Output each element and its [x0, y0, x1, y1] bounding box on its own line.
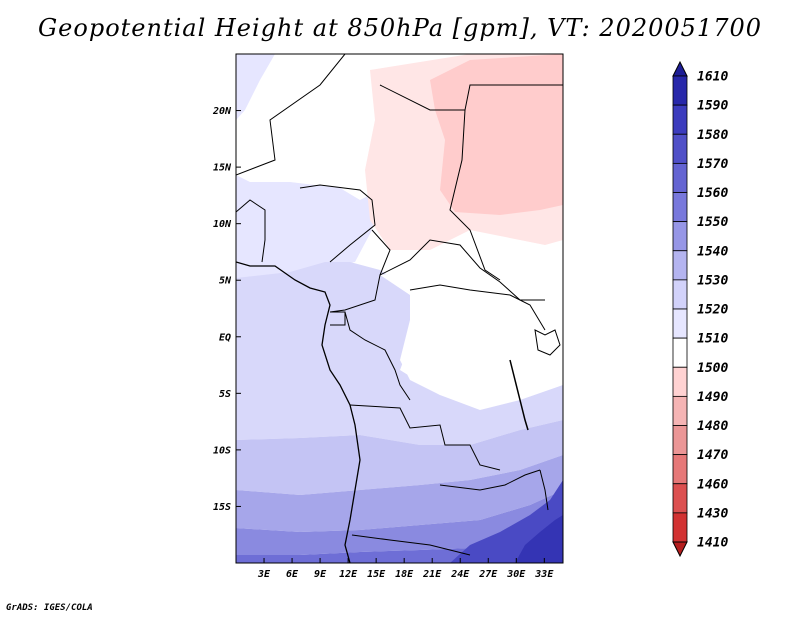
colorbar-label: 1500 [697, 361, 728, 376]
border-congo [344, 311, 411, 401]
grads-credit: GrADS: IGES/COLA [6, 603, 93, 613]
colorbar-segment [672, 104, 688, 135]
colorbar: 1610 1590 1580 1570 1560 1550 1540 1530 1520 1510… [672, 60, 728, 558]
colorbar-label: 1550 [697, 215, 728, 230]
border-zambia [439, 469, 541, 491]
border-west-coast [236, 199, 266, 263]
colorbar-segment [672, 454, 688, 485]
colorbar-label: 1530 [697, 273, 728, 288]
colorbar-label: 1540 [697, 244, 728, 259]
colorbar-segment [672, 425, 688, 456]
lon-tick-label: 33E [534, 569, 554, 580]
lat-tick-label: 15N [213, 163, 232, 174]
colorbar-segment [672, 221, 688, 252]
lat-tick-label: 5N [219, 276, 232, 287]
contour-1530-1540-south [236, 455, 563, 532]
colorbar-segment [672, 192, 688, 223]
contour-1540-1550-south [236, 490, 563, 555]
lat-tick-label: 15S [213, 502, 231, 513]
colorbar-label: 1560 [697, 186, 728, 201]
colorbar-segment [672, 483, 688, 514]
lon-tick-label: 30E [506, 569, 526, 580]
colorbar-segment [672, 395, 688, 426]
colorbar-label: 1590 [697, 99, 728, 114]
contour-1510-1520-south [236, 262, 563, 445]
border-mali-niger [236, 54, 346, 176]
colorbar-label: 1410 [697, 536, 728, 551]
contour-1520-1530-south [236, 420, 563, 495]
colorbar-label: 1570 [697, 157, 728, 172]
colorbar-segment [672, 366, 688, 397]
lon-tick-label: 21E [422, 569, 442, 580]
country-borders [236, 54, 563, 563]
lon-tick-label: 9E [314, 569, 327, 580]
border-chad-sudan [449, 109, 501, 281]
lat-tick-label: 10N [213, 219, 232, 230]
colorbar-label: 1510 [697, 332, 728, 347]
border-drc-angola [349, 404, 501, 471]
colorbar-label: 1520 [697, 303, 728, 318]
lat-tick-label: 10S [213, 445, 231, 456]
colorbar-segment [672, 133, 688, 164]
lat-tick-label: 5S [219, 389, 231, 400]
lon-tick-label: 24E [450, 569, 470, 580]
border-nigeria [299, 184, 376, 263]
border-cameroon [329, 229, 391, 313]
contour-1580-1590-southeast [515, 515, 563, 563]
border-car [379, 239, 545, 301]
lon-tick-label: 12E [339, 569, 358, 580]
colorbar-segment [672, 162, 688, 193]
contour-1510-1520-region [236, 175, 380, 278]
colorbar-segment [672, 337, 688, 368]
colorbar-label: 1490 [697, 390, 728, 405]
contour-1500-1510-region [236, 54, 330, 175]
border-lake-victoria [534, 329, 561, 356]
colorbar-label: 1610 [697, 70, 728, 85]
colorbar-label: 1470 [697, 448, 728, 463]
colorbar-label: 1580 [697, 128, 728, 143]
colorbar-label: 1480 [697, 419, 728, 434]
lat-tick-label: 20N [212, 106, 232, 117]
border-gabon [330, 311, 346, 326]
contour-1520-1530-region [236, 54, 275, 120]
lon-tick-label: 3E [257, 569, 271, 580]
lat-tick-label: EQ [219, 332, 231, 343]
lon-tick-label: 27E [478, 569, 498, 580]
colorbar-segment [672, 279, 688, 310]
colorbar-label: 1460 [697, 477, 728, 492]
colorbar-segment [672, 75, 688, 106]
border-lake-tanganyika [509, 359, 529, 431]
height-field [236, 54, 563, 563]
colorbar-bottom-arrow [672, 541, 688, 558]
colorbar-top-arrow [672, 60, 688, 77]
longitude-axis: 3E 6E 9E 12E 15E 18E 21E 24E 27E 30E 33E [257, 558, 554, 580]
map-frame [235, 53, 564, 564]
latitude-axis: 20N 15N 10N 5N EQ 5S 10S 15S [212, 106, 241, 513]
colorbar-label: 1430 [697, 506, 728, 521]
border-namibia [351, 534, 471, 556]
border-drc-north [409, 284, 546, 331]
lon-tick-label: 15E [367, 569, 386, 580]
contour-1500-1510-central [380, 268, 545, 400]
colorbar-segment [672, 250, 688, 281]
map-title: Geopotential Height at 850hPa [gpm], VT:… [38, 14, 762, 42]
colorbar-segment [672, 512, 688, 543]
colorbar-segment [672, 308, 688, 339]
lon-tick-label: 6E [286, 569, 299, 580]
coastline-west-africa [236, 261, 361, 563]
lon-tick-label: 18E [395, 569, 414, 580]
contour-1480-1490-warm [430, 54, 563, 215]
border-lake-malawi [539, 469, 549, 511]
